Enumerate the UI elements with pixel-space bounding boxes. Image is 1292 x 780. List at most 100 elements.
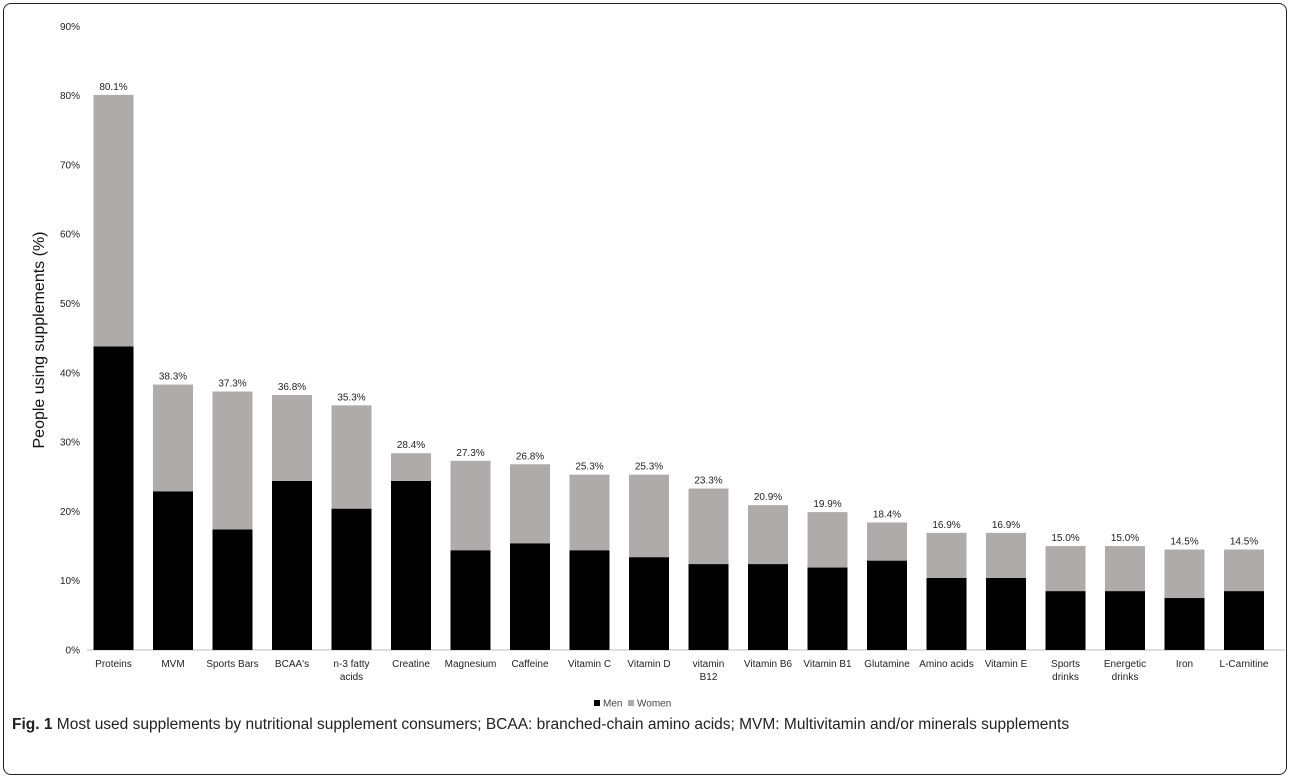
bar-women <box>629 474 669 558</box>
total-label: 25.3% <box>575 462 603 473</box>
bar-women <box>569 474 610 551</box>
category-label: Iron <box>1176 659 1193 670</box>
bar-women <box>212 391 253 530</box>
bar-men <box>1105 591 1145 650</box>
bar-women <box>93 94 134 347</box>
category-label: Vitamin B6 <box>744 659 793 670</box>
stacked-bar-chart: People using supplements (%) 0% 10% 20% 30%… <box>31 22 1285 710</box>
category-label: Vitamin B1 <box>803 659 852 670</box>
y-tick-label: 30% <box>60 438 80 449</box>
bar-men <box>688 564 729 650</box>
y-axis-label: People using supplements (%) <box>31 231 48 448</box>
y-tick-label: 50% <box>60 299 80 310</box>
total-label: 15.0% <box>1051 533 1079 544</box>
total-label: 26.8% <box>516 451 544 462</box>
bar-women <box>986 532 1026 578</box>
y-tick-label: 10% <box>60 576 80 587</box>
category-label: Creatine <box>392 659 430 670</box>
y-tick-label: 0% <box>66 646 81 657</box>
category-label: MVM <box>161 659 184 670</box>
total-label: 80.1% <box>99 82 127 93</box>
y-tick-label: 90% <box>60 22 80 33</box>
bar-women <box>1164 549 1205 599</box>
total-label: 23.3% <box>694 476 722 487</box>
total-label: 36.8% <box>278 382 306 393</box>
bar-men <box>986 577 1026 650</box>
category-label: Vitamin E <box>985 659 1028 670</box>
category-label: L-Carnitine <box>1220 659 1269 670</box>
bar-men <box>807 567 848 650</box>
bar-women <box>1045 546 1086 592</box>
category-label: Sports drinks <box>1051 659 1080 683</box>
total-label: 15.0% <box>1111 533 1139 544</box>
y-tick-label: 20% <box>60 507 80 518</box>
category-label: Proteins <box>95 659 132 670</box>
bar-women <box>688 488 729 565</box>
bar-men <box>867 560 907 650</box>
caption-text: Most used supplements by nutritional sup… <box>56 716 1070 733</box>
data-labels: 80.1% 38.3% 37.3% 36.8% 35.3% 28.4% 27.3% 26.8%… <box>99 82 1258 548</box>
category-label: Amino acids <box>919 659 973 670</box>
bar-women <box>331 405 372 509</box>
legend-label-women: Women <box>637 699 671 710</box>
total-label: 27.3% <box>456 448 484 459</box>
legend-swatch-men <box>594 700 600 706</box>
bar-women <box>391 453 431 481</box>
bar-women <box>867 522 907 561</box>
total-label: 19.9% <box>813 499 841 510</box>
category-label: Sports Bars <box>206 659 258 670</box>
category-label: Vitamin D <box>627 659 670 670</box>
category-label: Vitamin C <box>568 659 611 670</box>
bar-men <box>93 346 134 650</box>
category-label: BCAA's <box>275 659 309 670</box>
total-label: 20.9% <box>754 492 782 503</box>
total-label: 25.3% <box>635 462 663 473</box>
bar-men <box>510 543 550 650</box>
bar-women <box>807 512 848 568</box>
bars <box>93 94 1264 650</box>
category-labels: Proteins MVM Sports Bars BCAA's n-3 fatty aci… <box>95 659 1269 683</box>
bar-men <box>748 564 788 650</box>
bar-men <box>569 550 610 650</box>
category-label: Magnesium <box>445 659 497 670</box>
bar-men <box>272 480 312 650</box>
bar-women <box>748 505 788 565</box>
bar-women <box>1105 546 1145 592</box>
bar-men <box>331 508 372 650</box>
total-label: 14.5% <box>1230 537 1258 548</box>
y-tick-label: 60% <box>60 230 80 241</box>
y-tick-labels: 0% 10% 20% 30% 40% 50% 60% 70% 80% 90% <box>60 22 80 657</box>
y-tick-label: 80% <box>60 91 80 102</box>
category-label: Caffeine <box>511 659 549 670</box>
bar-men <box>926 577 967 650</box>
bar-men <box>629 557 669 650</box>
bar-men <box>153 491 193 650</box>
caption-label: Fig. 1 <box>12 716 53 733</box>
bar-men <box>1164 598 1205 650</box>
bar-women <box>926 532 967 578</box>
bar-women <box>510 464 550 544</box>
category-label: vitamin B12 <box>693 659 725 683</box>
bar-men <box>391 480 431 650</box>
bar-men <box>212 529 253 650</box>
total-label: 18.4% <box>873 509 901 520</box>
bar-men <box>1224 591 1264 650</box>
total-label: 14.5% <box>1170 537 1198 548</box>
total-label: 16.9% <box>932 520 960 531</box>
bar-women <box>272 394 312 481</box>
total-label: 38.3% <box>159 372 187 383</box>
category-label: Energetic drinks <box>1104 659 1146 683</box>
figure-caption: Fig. 1 Most used supplements by nutritio… <box>12 713 1242 736</box>
bar-women <box>153 384 193 492</box>
bar-women <box>450 460 491 551</box>
category-label: n-3 fatty acids <box>333 659 369 683</box>
bar-men <box>1045 591 1086 650</box>
total-label: 35.3% <box>337 392 365 403</box>
legend: Men Women <box>594 699 671 710</box>
total-label: 28.4% <box>397 440 425 451</box>
y-tick-label: 40% <box>60 368 80 379</box>
bar-women <box>1224 549 1264 592</box>
legend-swatch-women <box>628 700 634 706</box>
legend-label-men: Men <box>603 699 622 710</box>
bar-men <box>450 550 491 650</box>
